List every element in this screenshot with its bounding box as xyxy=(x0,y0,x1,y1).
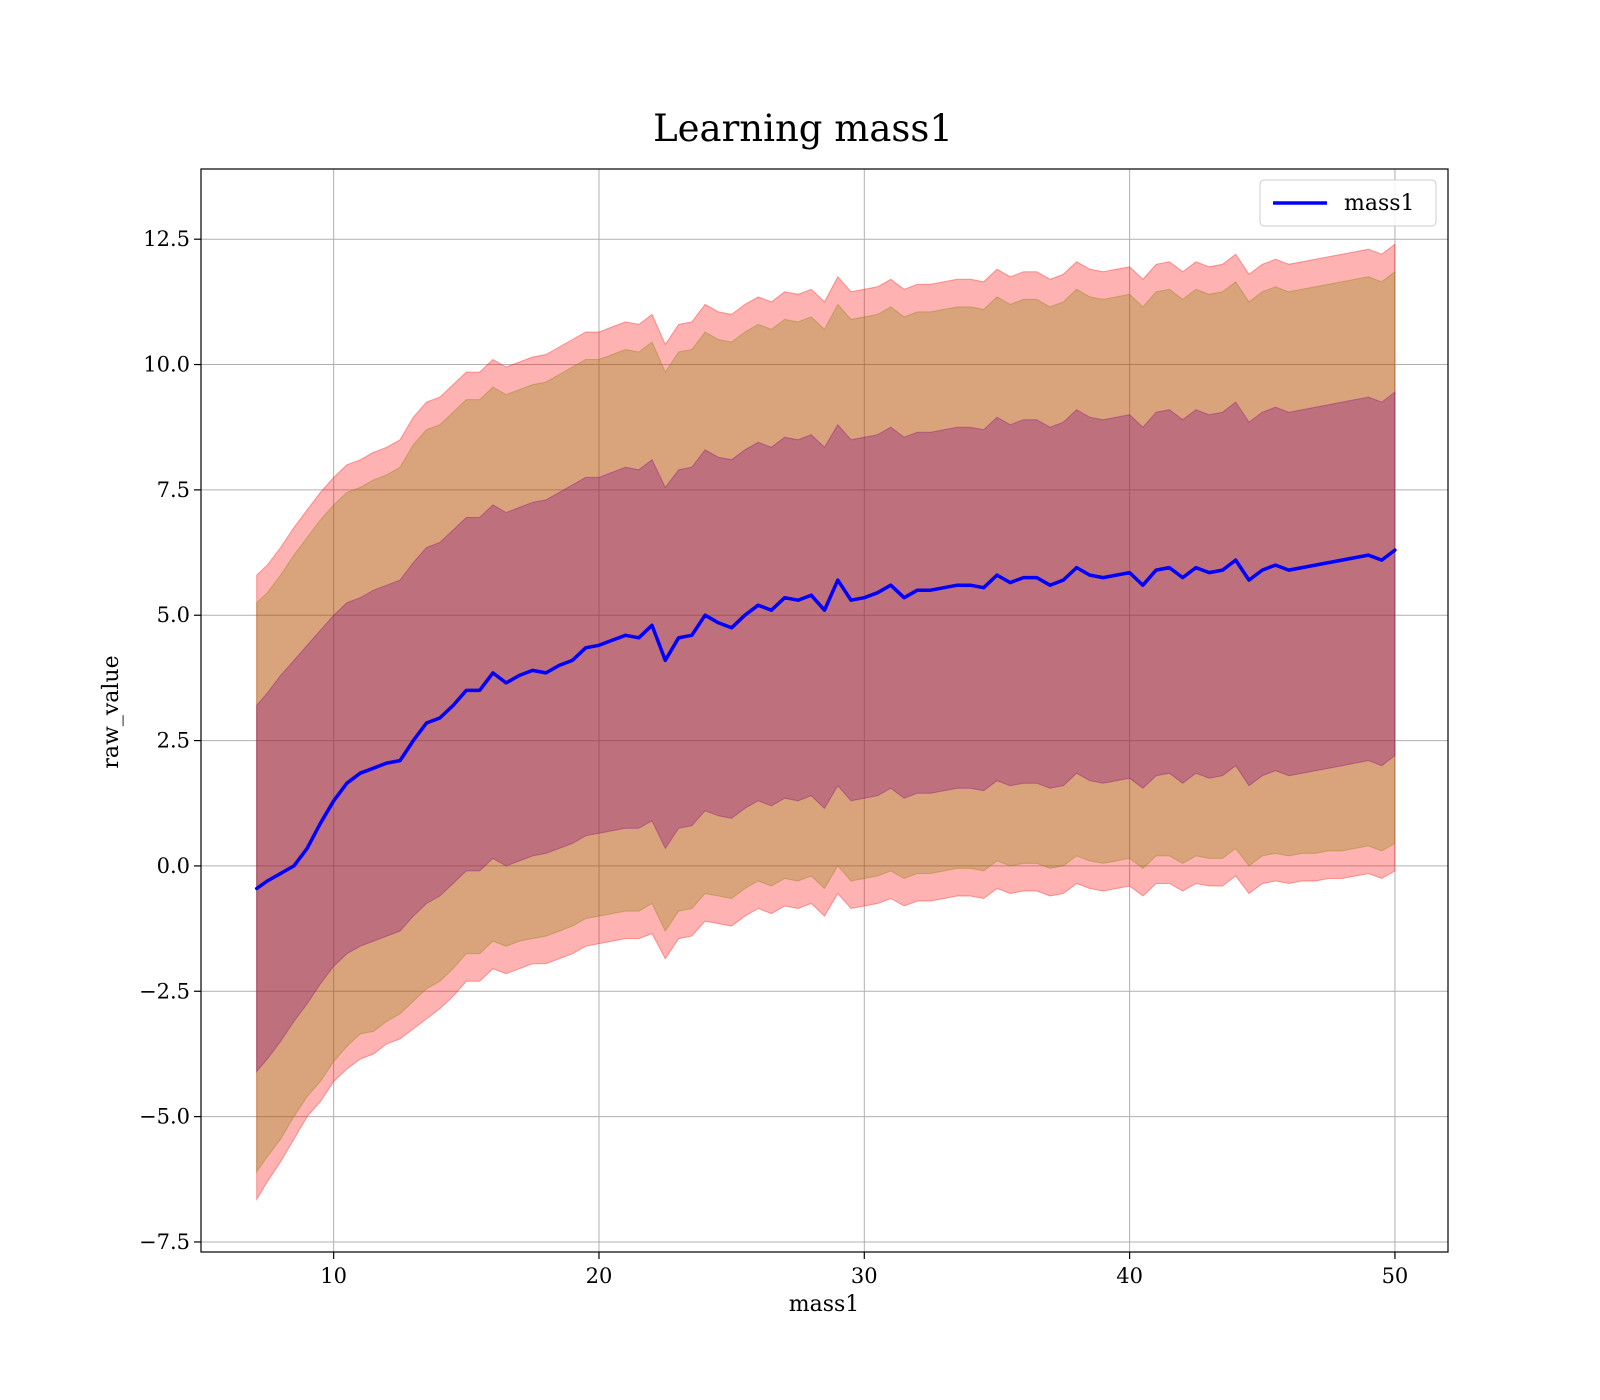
band-0 xyxy=(256,243,1396,1202)
confidence-bands xyxy=(256,243,1396,1202)
y-tick-label: −5.0 xyxy=(139,1105,190,1129)
x-tick-label: 40 xyxy=(1116,1264,1143,1288)
band-1 xyxy=(256,270,1396,1174)
series-lines xyxy=(254,548,1397,891)
legend: mass1 xyxy=(1259,179,1437,227)
legend-label-mass1: mass1 xyxy=(1344,191,1415,216)
y-tick-label: −2.5 xyxy=(139,979,190,1003)
x-tick-label: 20 xyxy=(586,1264,613,1288)
chart-title: Learning mass1 xyxy=(653,107,953,150)
x-axis-label: mass1 xyxy=(789,1292,860,1317)
y-tick-label: −7.5 xyxy=(139,1230,190,1254)
x-tick-label: 30 xyxy=(851,1264,878,1288)
grid xyxy=(201,169,1448,1252)
series-line-mass1 xyxy=(254,548,1397,891)
x-axis: 10 20 30 40 50 xyxy=(320,1252,1408,1288)
band-2 xyxy=(256,391,1396,1073)
y-axis-label: raw_value xyxy=(99,655,124,768)
x-tick-label: 10 xyxy=(320,1264,347,1288)
y-tick-label: 7.5 xyxy=(157,478,190,502)
y-tick-label: 10.0 xyxy=(143,353,190,377)
x-tick-label: 50 xyxy=(1382,1264,1409,1288)
y-tick-label: 2.5 xyxy=(157,729,190,753)
y-tick-label: 12.5 xyxy=(143,227,190,251)
legend-box xyxy=(1259,179,1437,227)
y-axis: −7.5 −5.0 −2.5 0.0 2.5 5.0 7.5 10.0 12.5 xyxy=(139,227,201,1254)
y-tick-label: 0.0 xyxy=(157,854,190,878)
y-tick-label: 5.0 xyxy=(157,603,190,627)
plot-frame xyxy=(200,168,1449,1253)
